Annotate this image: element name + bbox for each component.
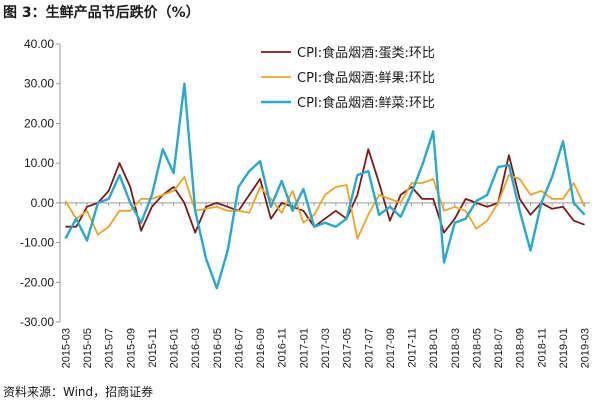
y-tick-label: 30.00 bbox=[24, 77, 54, 91]
x-tick-label: 2018-07 bbox=[493, 328, 505, 368]
x-tick-label: 2015-09 bbox=[125, 328, 137, 368]
figure-title: 图 3：生鲜产品节后跌价（%） bbox=[3, 5, 200, 21]
x-tick-label: 2018-03 bbox=[450, 328, 462, 368]
series-line-2 bbox=[64, 174, 586, 240]
legend: CPI:食品烟酒:蛋类:环比 CPI:食品烟酒:鲜果:环比 CPI:食品烟酒:鲜菜:… bbox=[261, 45, 435, 111]
x-tick-label: 2016-05 bbox=[212, 328, 224, 368]
figure-source: 资料来源：Wind，招商证券 bbox=[3, 385, 154, 399]
series-line-3 bbox=[64, 82, 586, 290]
x-tick-label: 2018-05 bbox=[471, 328, 483, 368]
legend-label-3: CPI:食品烟酒:鲜菜:环比 bbox=[297, 95, 435, 111]
x-tick-label: 2016-11 bbox=[277, 328, 289, 368]
y-tick-label: -20.00 bbox=[20, 275, 54, 289]
y-tick-label: 0.00 bbox=[31, 196, 55, 210]
x-tick-label: 2016-03 bbox=[190, 328, 202, 368]
x-tick-label: 2017-11 bbox=[407, 328, 419, 368]
x-axis-ticks: 2015-03 2015-05 2015-07 2015-09 2015-11 2016-… bbox=[60, 202, 592, 368]
y-tick-label: -10.00 bbox=[20, 236, 54, 250]
x-tick-label: 2015-05 bbox=[82, 328, 94, 368]
series-layer bbox=[64, 82, 586, 290]
x-tick-label: 2016-07 bbox=[233, 328, 245, 368]
x-tick-label: 2017-01 bbox=[298, 328, 310, 368]
x-tick-label: 2016-09 bbox=[255, 328, 267, 368]
x-tick-label: 2015-03 bbox=[60, 328, 72, 368]
y-tick-label: 10.00 bbox=[24, 156, 54, 170]
x-tick-label: 2019-01 bbox=[558, 328, 570, 368]
x-tick-label: 2016-01 bbox=[169, 328, 181, 368]
legend-label-1: CPI:食品烟酒:蛋类:环比 bbox=[297, 45, 435, 61]
x-tick-label: 2018-01 bbox=[428, 328, 440, 368]
x-tick-label: 2017-03 bbox=[320, 328, 332, 368]
x-tick-label: 2017-09 bbox=[385, 328, 397, 368]
x-tick-label: 2015-11 bbox=[147, 328, 159, 368]
x-tick-label: 2019-03 bbox=[580, 328, 592, 368]
legend-label-2: CPI:食品烟酒:鲜果:环比 bbox=[297, 70, 435, 86]
x-tick-label: 2018-11 bbox=[536, 328, 548, 368]
x-tick-label: 2015-07 bbox=[104, 328, 116, 368]
x-tick-label: 2017-07 bbox=[363, 328, 375, 368]
y-tick-label: -30.00 bbox=[20, 315, 54, 329]
y-tick-label: 20.00 bbox=[24, 116, 54, 130]
x-tick-label: 2018-09 bbox=[515, 328, 527, 368]
y-tick-label: 40.00 bbox=[24, 37, 54, 51]
y-axis-ticks: 40.00 30.00 20.00 10.00 0.00 -10.00 -20.00 -30.… bbox=[20, 37, 60, 329]
x-tick-label: 2017-05 bbox=[342, 328, 354, 368]
